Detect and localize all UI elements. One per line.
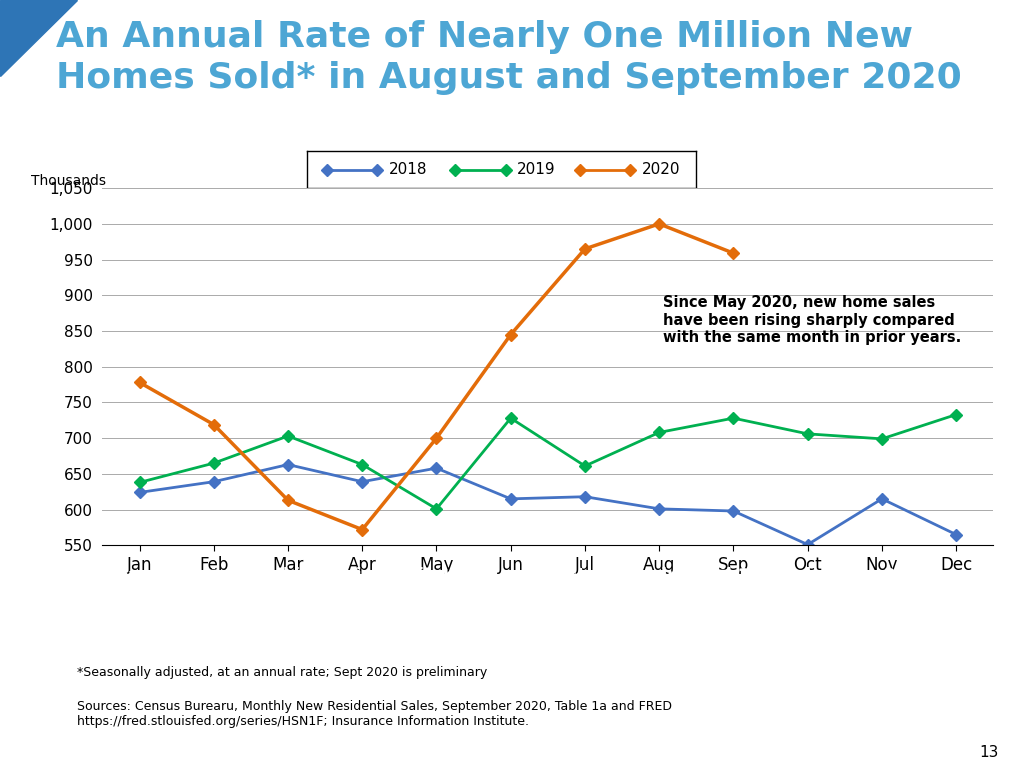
2019	[356, 460, 369, 469]
2020	[356, 525, 369, 535]
Text: Thousands: Thousands	[31, 174, 105, 188]
2020	[653, 220, 666, 229]
Bar	[32, 712, 36, 746]
Text: *Seasonally adjusted, at an annual rate; Sept 2020 is preliminary: *Seasonally adjusted, at an annual rate;…	[77, 666, 487, 679]
2018	[653, 505, 666, 514]
2020	[505, 330, 517, 339]
Polygon shape	[0, 0, 77, 76]
2019	[579, 462, 591, 471]
2019	[282, 432, 294, 441]
2019	[208, 458, 220, 468]
2018	[579, 492, 591, 502]
2019	[876, 434, 888, 443]
2018	[356, 477, 369, 486]
2019	[653, 428, 666, 437]
Text: 13: 13	[979, 745, 998, 760]
2018	[282, 460, 294, 469]
Line: 2020: 2020	[135, 220, 737, 534]
2019	[727, 413, 739, 422]
2018	[208, 477, 220, 486]
Text: Sources: Census Burearu, Monthly New Residential Sales, September 2020, Table 1a: Sources: Census Burearu, Monthly New Res…	[77, 700, 672, 728]
Text: 2020: 2020	[642, 162, 680, 177]
2019	[950, 410, 963, 419]
Line: 2019: 2019	[135, 410, 961, 513]
2019	[133, 478, 145, 487]
2018	[430, 464, 442, 473]
Text: An Annual Rate of Nearly One Million New
Homes Sold* in August and September 202: An Annual Rate of Nearly One Million New…	[56, 20, 963, 95]
2018	[727, 506, 739, 515]
Text: Inventory is shrinking quickly (from 6.8 months’ supply in April 2020, down to 3: Inventory is shrinking quickly (from 6.8…	[110, 568, 914, 637]
2019	[802, 429, 814, 439]
Bar	[48, 712, 52, 746]
Line: 2018: 2018	[135, 460, 961, 548]
2018	[876, 495, 888, 504]
2020	[208, 420, 220, 429]
Bar	[40, 712, 44, 746]
2020	[579, 244, 591, 253]
2018	[950, 530, 963, 539]
Text: Since May 2020, new home sales
have been rising sharply compared
with the same m: Since May 2020, new home sales have been…	[663, 296, 962, 345]
2018	[505, 495, 517, 504]
2020	[430, 434, 442, 443]
2018	[133, 488, 145, 497]
2020	[133, 378, 145, 387]
2020	[282, 495, 294, 505]
Text: 2018: 2018	[389, 162, 427, 177]
2018	[802, 540, 814, 549]
2019	[430, 505, 442, 514]
2019	[505, 413, 517, 422]
Text: 2019: 2019	[517, 162, 556, 177]
2020	[727, 249, 739, 258]
